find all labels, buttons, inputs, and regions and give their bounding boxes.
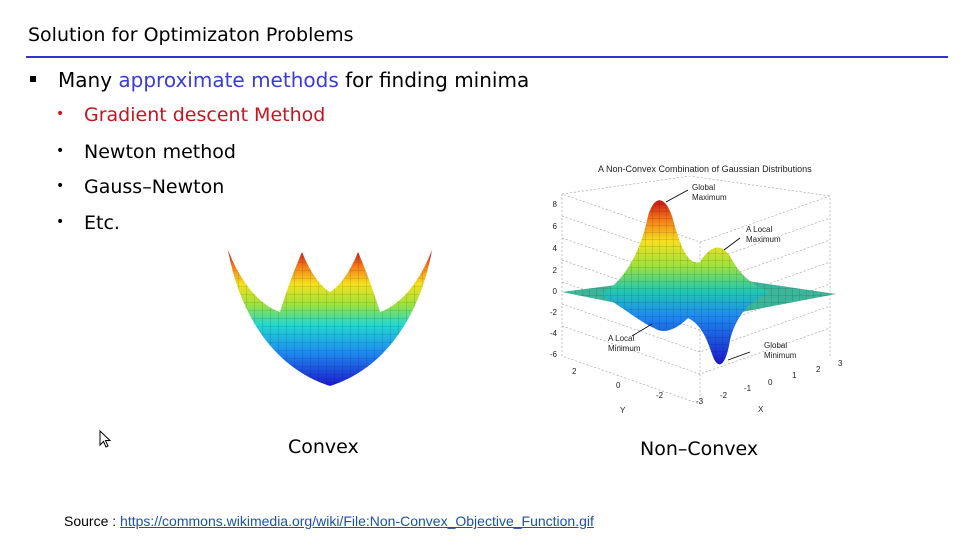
sub-bullet-label: Gradient descent Method	[84, 104, 326, 126]
x-axis-label: X	[758, 405, 764, 414]
z-tick: -4	[550, 329, 558, 338]
square-bullet-icon	[30, 75, 36, 82]
x-tick: 0	[768, 378, 773, 387]
figure-title: A Non-Convex Combination of Gaussian Dis…	[598, 164, 812, 174]
y-tick: 0	[616, 381, 621, 390]
sub-bullet-label: Etc.	[84, 212, 120, 234]
sub-bullet-gauss-newton: • Gauss–Newton	[56, 176, 224, 198]
main-bullet-prefix: Many	[58, 68, 119, 92]
x-tick: -1	[744, 384, 752, 393]
z-tick: 6	[553, 222, 558, 231]
mouse-cursor-icon	[99, 430, 111, 448]
main-bullet-suffix: for finding minima	[338, 68, 530, 92]
x-tick: -2	[720, 391, 728, 400]
sub-bullet-etc: • Etc.	[56, 212, 120, 234]
non-convex-caption: Non–Convex	[640, 438, 759, 460]
convex-caption: Convex	[288, 436, 359, 458]
annotation-local-min-line2: Minimum	[608, 344, 641, 353]
slide-title: Solution for Optimizaton Problems	[28, 24, 354, 46]
sub-bullet-label: Gauss–Newton	[84, 176, 225, 198]
x-tick: -3	[696, 397, 704, 406]
convex-surface-image	[228, 250, 432, 386]
plot-box-grid	[561, 176, 831, 405]
x-tick: 1	[792, 371, 797, 380]
z-tick: 8	[553, 200, 558, 209]
y-tick: 2	[572, 367, 577, 376]
z-tick: 4	[553, 244, 558, 253]
main-bullet-highlight: approximate methods	[118, 68, 339, 92]
dot-bullet-icon: •	[56, 213, 65, 230]
annotation-local-max-line2: Maximum	[746, 235, 781, 244]
y-axis-label: Y	[620, 406, 626, 415]
z-tick: -6	[550, 350, 558, 359]
source-link[interactable]: https://commons.wikimedia.org/wiki/File:…	[120, 513, 594, 529]
main-bullet: Many approximate methods for finding min…	[30, 68, 529, 92]
non-convex-surface-plot: 8 6 4 2 0 -2 -4 -6 2 0 -2 Y -3 -2 -1 0 1…	[550, 176, 843, 415]
z-tick: 2	[553, 266, 558, 275]
sub-bullet-gradient-descent: • Gradient descent Method	[56, 104, 325, 126]
source-line: Source : https://commons.wikimedia.org/w…	[64, 513, 594, 529]
annotation-global-min-line2: Minimum	[764, 351, 797, 360]
sub-bullet-newton: • Newton method	[56, 141, 236, 163]
dot-bullet-icon: •	[56, 142, 65, 159]
z-tick: -2	[550, 308, 558, 317]
annotation-global-max-line1: Global	[692, 183, 715, 192]
y-tick: -2	[656, 391, 664, 400]
annotation-local-max-line1: A Local	[746, 225, 772, 234]
sub-bullet-label: Newton method	[84, 141, 236, 163]
title-divider	[26, 56, 948, 58]
annotation-local-min-line1: A Local	[608, 334, 634, 343]
x-tick: 2	[816, 365, 821, 374]
dot-bullet-icon: •	[56, 177, 65, 194]
annotation-global-max-line2: Maximum	[692, 193, 727, 202]
source-label: Source :	[64, 513, 121, 529]
annotation-global-min-line1: Global	[764, 341, 787, 350]
z-tick: 0	[553, 287, 558, 296]
x-tick: 3	[838, 359, 843, 368]
dot-bullet-icon: •	[56, 105, 65, 122]
